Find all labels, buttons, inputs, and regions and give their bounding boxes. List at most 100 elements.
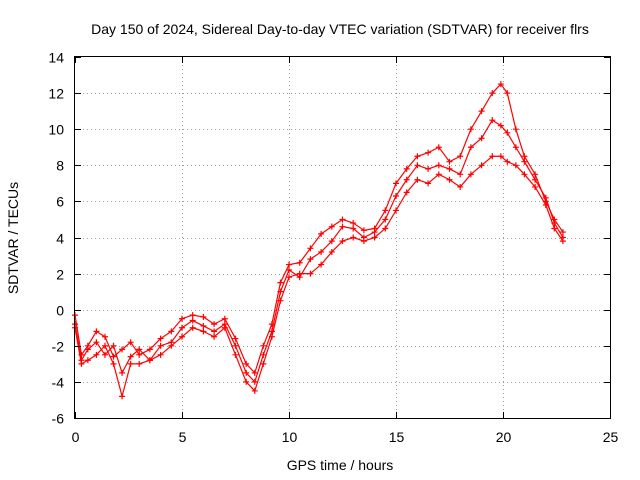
y-tick-label: -6 — [52, 411, 65, 427]
series-segment — [352, 228, 365, 238]
series-segment — [384, 195, 397, 220]
series-segment — [438, 173, 450, 181]
series-segment — [87, 341, 97, 350]
x-tick-label: 10 — [282, 429, 298, 445]
series-segment — [160, 330, 172, 340]
series-segment — [406, 179, 418, 193]
series-segment — [213, 318, 226, 325]
series-segment — [213, 327, 226, 338]
series-segment — [310, 251, 322, 260]
series-segment — [192, 327, 204, 332]
series-segment — [438, 146, 450, 163]
series-segment — [139, 359, 151, 365]
series-segment — [500, 155, 508, 163]
series-segment — [224, 318, 237, 339]
y-tick-label: 8 — [56, 158, 64, 174]
series-segment — [80, 349, 89, 361]
series-segment — [310, 264, 322, 275]
series-segment — [262, 331, 273, 356]
series-segment — [553, 222, 564, 238]
x-tick-label: 0 — [72, 429, 80, 445]
series-segment — [481, 119, 493, 139]
series-segment — [138, 348, 151, 361]
x-tick-label: 15 — [389, 429, 405, 445]
series-segment — [279, 277, 290, 301]
series-segment — [470, 137, 482, 148]
series-segment — [363, 236, 375, 242]
series-segment — [149, 354, 161, 361]
series-segment — [245, 381, 256, 392]
series-segment — [342, 218, 354, 224]
grid-layer — [75, 57, 610, 418]
series-segment — [262, 323, 273, 347]
series-segment — [121, 356, 132, 374]
series-segment — [331, 226, 343, 242]
series-segment — [534, 179, 547, 199]
series-segment — [320, 226, 333, 235]
series-segment — [279, 264, 290, 283]
y-axis-label: SDTVAR / TECUs — [5, 182, 21, 294]
series-segment — [470, 164, 482, 175]
series-segment — [427, 173, 440, 184]
series-segment — [87, 331, 97, 347]
series-segment — [95, 341, 106, 356]
series-segment — [170, 327, 183, 343]
series-segment — [352, 222, 365, 231]
series-segment — [288, 269, 301, 278]
series-segment — [506, 132, 517, 148]
series-segment — [427, 164, 439, 170]
series-segment — [74, 315, 83, 355]
y-tick-label: 14 — [48, 50, 64, 66]
series-segment — [545, 197, 555, 224]
series-segment — [170, 318, 183, 332]
series-segment — [203, 325, 215, 332]
series-segment — [121, 363, 132, 397]
series-segment — [224, 327, 237, 356]
series-segment — [491, 119, 502, 127]
series-segment — [271, 282, 282, 325]
x-axis-label: GPS time / hours — [287, 457, 394, 473]
series-segment — [449, 155, 461, 163]
series-segment — [481, 92, 493, 112]
series-segment — [138, 348, 151, 356]
series-segment — [254, 354, 264, 383]
series-segment — [553, 228, 564, 242]
series-segment — [459, 147, 472, 175]
series-segment — [481, 155, 493, 166]
series-segment — [112, 345, 123, 374]
data-point — [559, 234, 566, 241]
series-segment — [279, 269, 290, 292]
series-segment — [342, 236, 354, 242]
series-segment — [545, 204, 555, 229]
series-segment — [149, 338, 162, 350]
y-tick-label: 10 — [48, 122, 64, 138]
chart-title: Day 150 of 2024, Sidereal Day-to-day VTE… — [91, 21, 589, 37]
series-segment — [417, 179, 429, 184]
series-segment — [245, 363, 256, 374]
series-segment — [81, 359, 89, 365]
series-segment — [288, 273, 300, 278]
series-segment — [459, 173, 472, 188]
series-2 — [72, 153, 566, 400]
series-segment — [262, 336, 273, 365]
series-segment — [149, 345, 162, 361]
series-segment — [160, 345, 172, 356]
series-segment — [406, 155, 418, 170]
series-segment — [213, 323, 226, 332]
series-segment — [245, 372, 256, 383]
series-segment — [331, 240, 343, 253]
series-segment — [395, 179, 408, 197]
series-segment — [395, 168, 408, 184]
series-segment — [449, 179, 461, 188]
series-segment — [553, 219, 564, 233]
series-segment — [113, 348, 123, 358]
series-segment — [523, 173, 536, 188]
series-segment — [234, 338, 247, 365]
series-segment — [470, 110, 483, 130]
series-segment — [374, 210, 386, 229]
x-tick-label: 5 — [179, 429, 187, 445]
series-layer — [72, 81, 566, 400]
series-segment — [534, 186, 547, 206]
x-tick-label: 20 — [496, 429, 512, 445]
